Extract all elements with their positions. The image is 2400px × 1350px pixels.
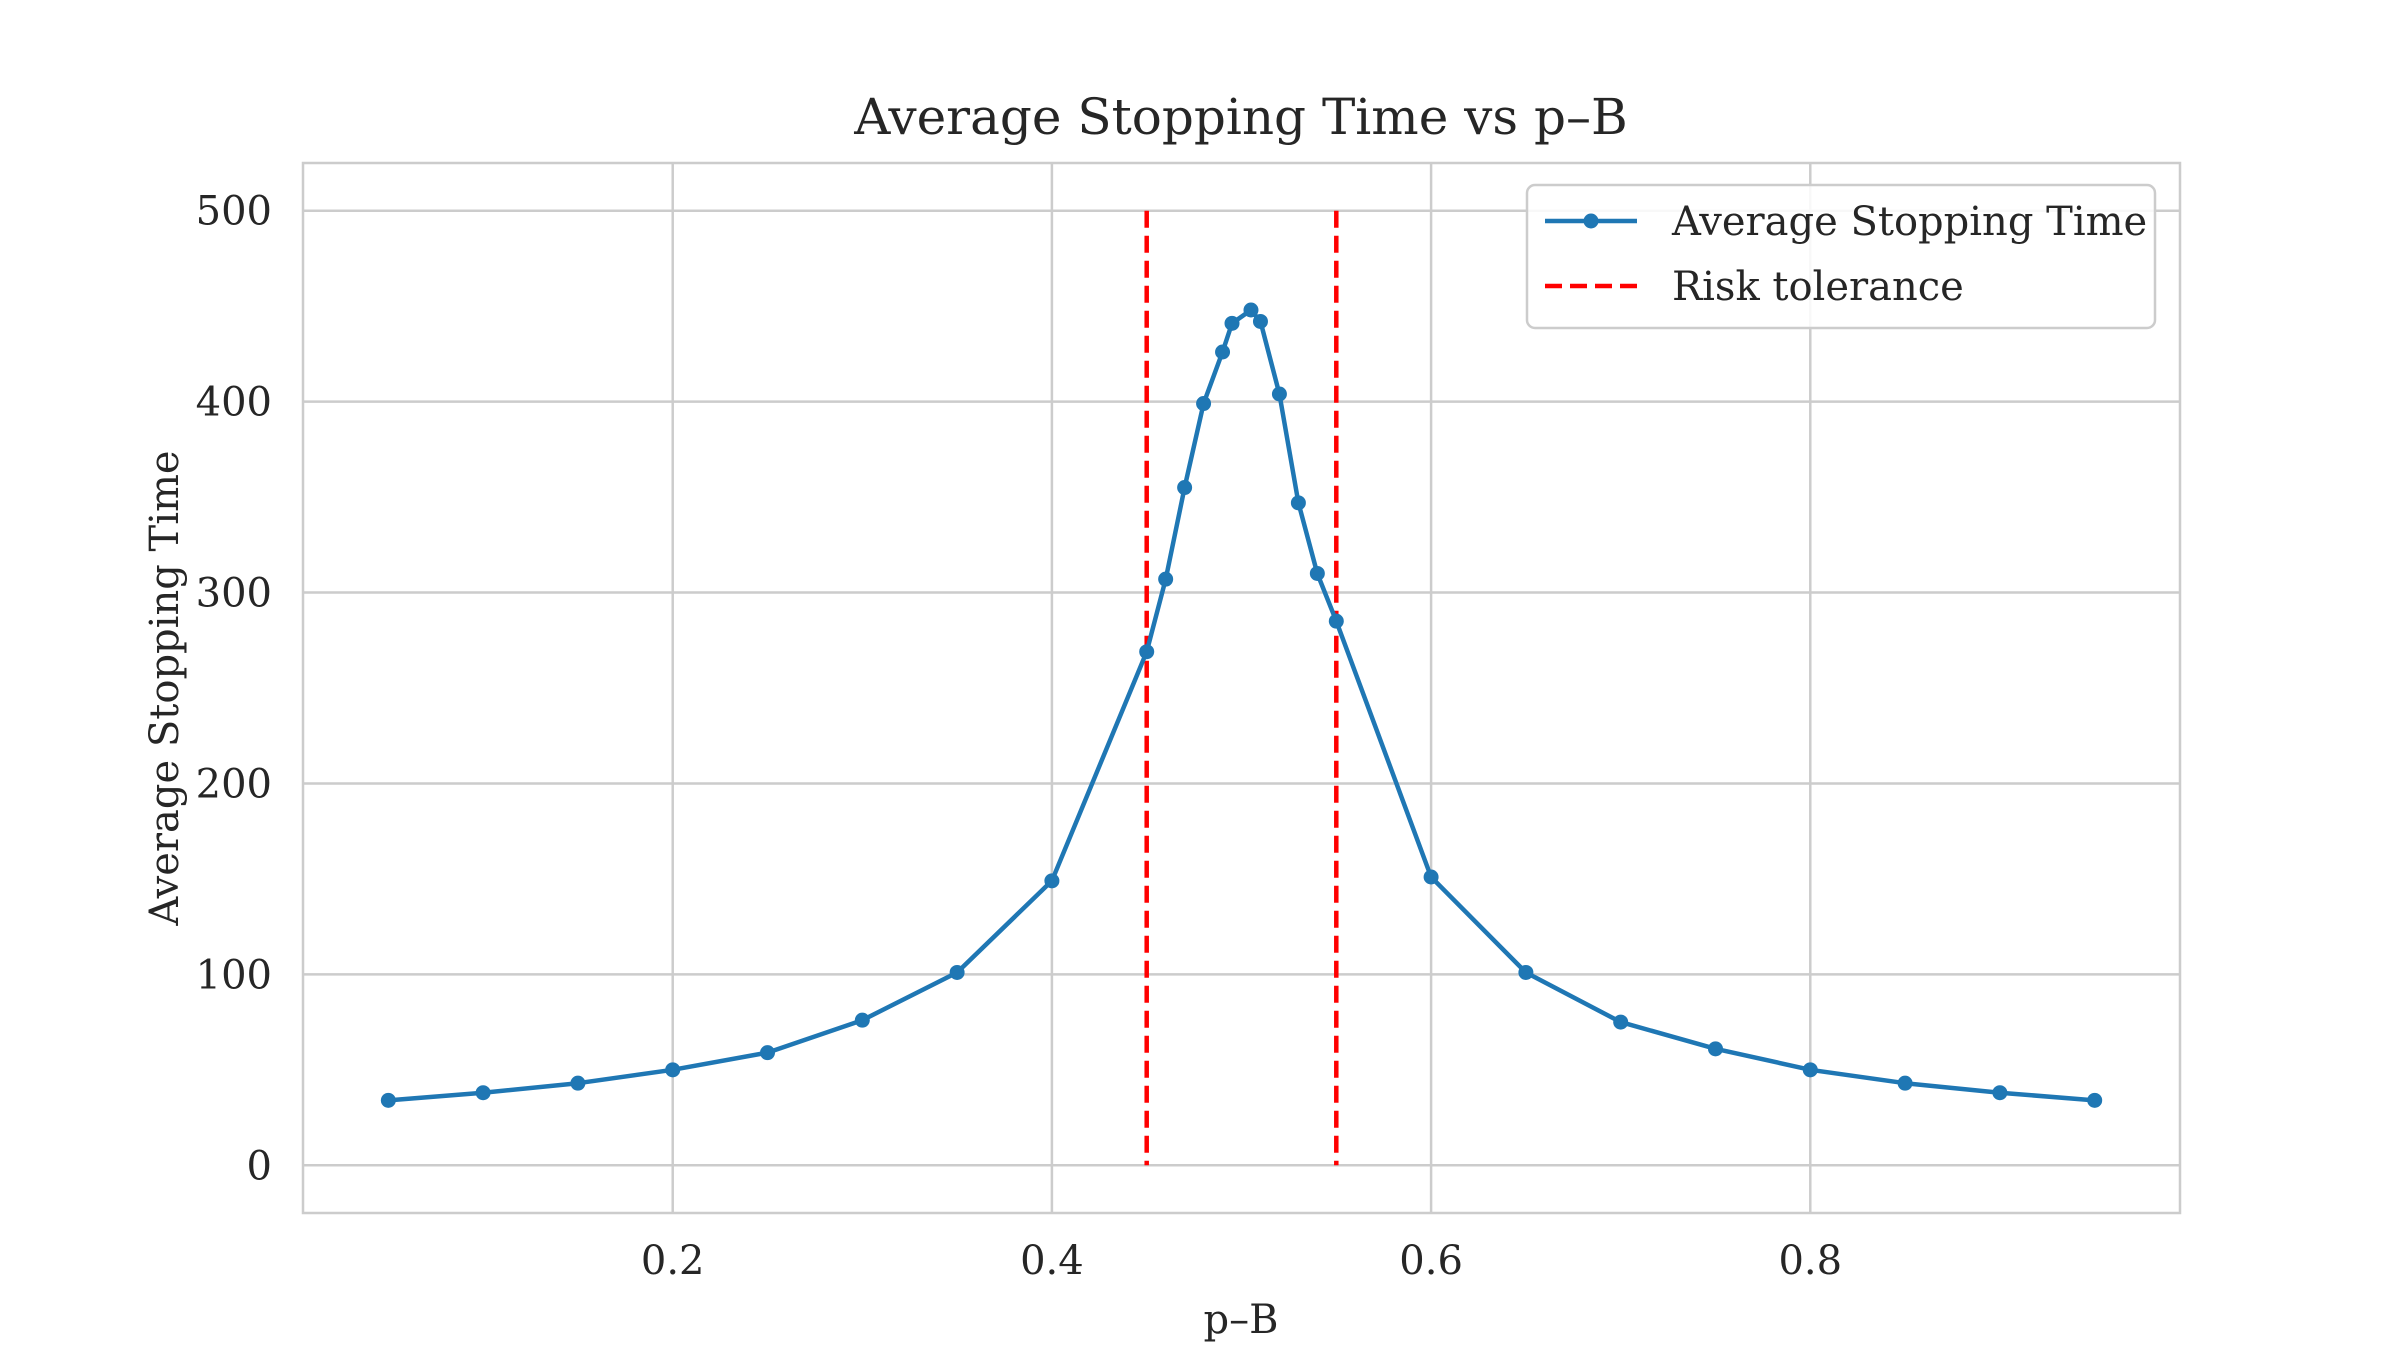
data-point — [380, 1092, 396, 1108]
series-line — [386, 307, 2097, 1103]
data-point — [1328, 613, 1344, 629]
data-point — [1158, 571, 1174, 587]
data-point — [1518, 964, 1534, 980]
data-point — [1802, 1062, 1818, 1078]
data-point — [1139, 644, 1155, 660]
data-point — [2087, 1092, 2103, 1108]
x-tick-label: 0.6 — [1399, 1238, 1463, 1284]
data-point — [475, 1085, 491, 1101]
legend: Average Stopping Time Risk tolerance — [1525, 183, 2157, 330]
data-point — [1224, 315, 1240, 331]
data-point — [1309, 565, 1325, 581]
data-point — [570, 1075, 586, 1091]
data-point — [1992, 1085, 2008, 1101]
data-point — [1177, 480, 1193, 496]
data-point — [1196, 396, 1212, 412]
data-point — [1897, 1075, 1913, 1091]
y-tick-label: 0 — [247, 1143, 272, 1189]
data-point — [1215, 344, 1231, 360]
y-tick-label: 400 — [196, 380, 272, 426]
data-point — [949, 964, 965, 980]
data-point — [760, 1045, 776, 1061]
plot-area-frame — [301, 161, 2182, 1215]
x-axis-label: p–B — [1204, 1297, 1279, 1343]
risk-tolerance-lines — [1144, 210, 1339, 1166]
x-tick-label: 0.4 — [1020, 1238, 1084, 1284]
data-point — [1243, 302, 1259, 318]
data-point — [1707, 1041, 1723, 1057]
x-tick-label: 0.8 — [1778, 1238, 1842, 1284]
data-point — [1423, 869, 1439, 885]
y-tick-label: 300 — [196, 571, 272, 617]
data-series — [380, 302, 2103, 1108]
y-axis-label: Average Stopping Time — [142, 450, 188, 926]
data-point — [854, 1012, 870, 1028]
y-tick-label: 500 — [196, 189, 272, 235]
y-tick-label: 200 — [196, 761, 272, 807]
legend-box — [1525, 183, 2157, 330]
legend-series-marker — [1583, 213, 1599, 229]
data-point — [1044, 873, 1060, 889]
y-tick-label: 100 — [196, 952, 272, 998]
x-tick-labels: 0.2 0.4 0.6 0.8 — [641, 1238, 1842, 1284]
legend-label-series: Average Stopping Time — [1671, 199, 2147, 245]
data-point — [1271, 386, 1287, 402]
y-tick-labels: 0 100 200 300 400 500 — [196, 189, 272, 1190]
data-point — [1290, 495, 1306, 511]
legend-label-risk: Risk tolerance — [1672, 264, 1964, 310]
data-point — [1613, 1014, 1629, 1030]
data-point — [665, 1062, 681, 1078]
x-tick-label: 0.2 — [641, 1238, 705, 1284]
data-point — [1252, 313, 1268, 329]
chart-title: Average Stopping Time vs p–B — [853, 88, 1627, 146]
